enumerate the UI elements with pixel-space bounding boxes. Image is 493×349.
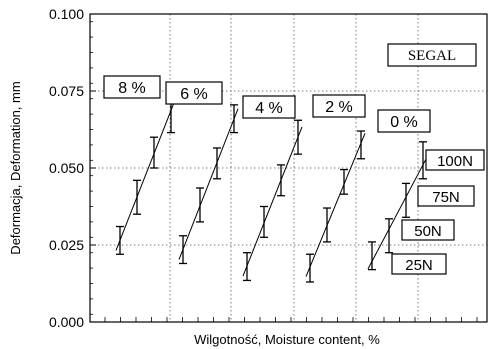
moisture-label-box <box>377 109 431 133</box>
regression-line <box>305 133 366 277</box>
load-label: 25N <box>405 257 433 274</box>
moisture-label: 4 % <box>255 100 283 117</box>
y-axis-label: Deformacja, Deformation, mm <box>8 81 23 254</box>
load-label: 100N <box>437 153 473 170</box>
regression-line <box>178 108 239 260</box>
moisture-label-box <box>242 95 296 119</box>
moisture-label: 6 % <box>180 86 208 103</box>
regression-line <box>242 126 303 277</box>
y-tick-label: 0.050 <box>49 160 84 176</box>
series-group <box>367 141 428 271</box>
moisture-label: 0 % <box>390 114 418 131</box>
load-label-box <box>391 253 447 275</box>
series-group <box>242 119 303 282</box>
regression-line <box>367 156 428 270</box>
series-group <box>115 88 176 255</box>
regression-line <box>115 100 176 251</box>
legend-box-frame <box>387 43 477 67</box>
y-tick-label: 0.000 <box>49 314 84 330</box>
x-axis-label: Wilgotność, Moisture content, % <box>194 332 380 347</box>
y-tick-label: 0.100 <box>49 6 84 22</box>
series-group <box>305 130 366 283</box>
load-label: 75N <box>432 189 460 206</box>
moisture-label: 8 % <box>118 80 146 97</box>
series-group <box>178 104 239 265</box>
moisture-label: 2 % <box>325 99 353 116</box>
load-label-box <box>425 149 485 171</box>
annotation-layer: 8 % 6 % 4 % 2 % 0 % 100N 75N 50N 25N <box>103 75 485 275</box>
moisture-label-box <box>165 81 223 105</box>
load-label-box <box>401 219 455 241</box>
y-tick-label: 0.025 <box>49 237 84 253</box>
load-label-box <box>417 185 475 207</box>
series-layer <box>115 88 428 283</box>
axis-layer: 0.000 0.025 0.050 0.075 0.100 <box>49 6 478 330</box>
moisture-label-box <box>103 75 161 99</box>
moisture-label-box <box>312 94 366 118</box>
y-tick-label: 0.075 <box>49 83 84 99</box>
load-label: 50N <box>414 223 442 240</box>
legend-box-label: SEGAL <box>408 48 456 64</box>
